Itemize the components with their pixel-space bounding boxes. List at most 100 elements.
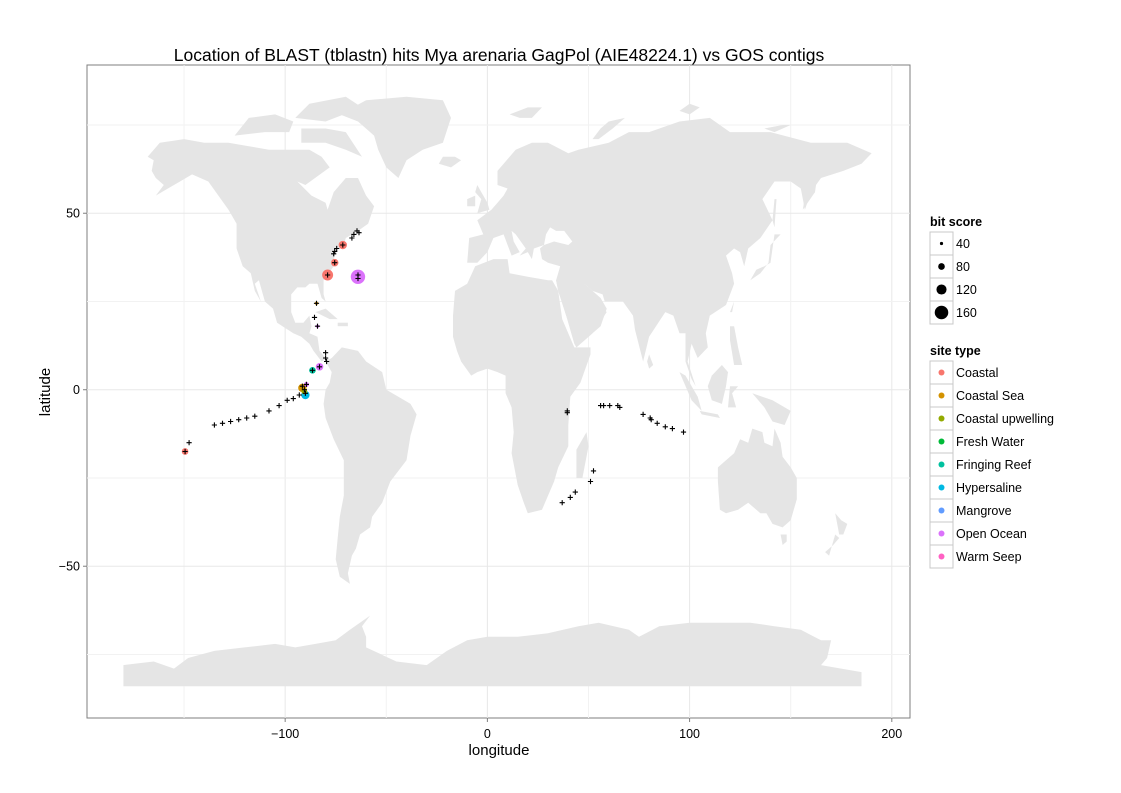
land-uk: [475, 185, 490, 214]
land-arctic-isl-1: [234, 114, 294, 136]
y-tick-label: 0: [73, 383, 80, 397]
color-legend-dot: [938, 530, 945, 537]
contig-plus-marker: [349, 235, 355, 241]
contig-plus-marker: [311, 314, 318, 320]
land-greenland: [339, 96, 451, 178]
land-ireland: [467, 195, 476, 207]
contig-plus-marker: [211, 422, 217, 428]
contig-plus-marker: [309, 367, 316, 373]
land-kamchatka-fill: [802, 178, 817, 210]
contig-plus-marker: [323, 350, 329, 356]
land-madagascar: [576, 432, 589, 478]
world-map-land: [123, 96, 872, 687]
color-legend-dot: [938, 553, 945, 560]
axes: −100 0 100 200 −50 0 50: [59, 207, 902, 741]
color-legend-label: Coastal: [956, 366, 998, 380]
contig-plus-marker: [301, 387, 307, 393]
color-legend-title: site type: [930, 344, 981, 358]
size-legend-label: 120: [956, 283, 977, 297]
contig-plus-marker: [324, 358, 330, 365]
land-south-america: [323, 347, 417, 584]
land-nsi-islands: [764, 125, 791, 133]
contig-plus-marker: [648, 417, 654, 423]
contig-plus-marker: [323, 355, 329, 361]
color-legend-dot: [938, 369, 945, 376]
y-tick-label: −50: [59, 560, 80, 574]
contig-plus-marker: [572, 489, 578, 495]
y-axis-label: latitude: [37, 368, 54, 416]
land-iceland: [438, 156, 462, 168]
contig-plus-marker: [332, 260, 338, 266]
contig-plus-marker: [640, 411, 646, 417]
contig-plus-marker: [356, 230, 362, 236]
land-japan: [750, 234, 781, 281]
contig-plus-marker: [590, 468, 597, 474]
color-legend-dot: [938, 484, 945, 491]
size-legend-label: 40: [956, 237, 970, 251]
size-legend-dot: [939, 241, 944, 246]
land-sulawesi: [728, 386, 739, 408]
size-legend: bit score 40 80 120 160: [929, 215, 982, 325]
contig-plus-marker: [669, 426, 675, 432]
contig-plus-marker: [290, 396, 296, 402]
x-tick-label: 100: [679, 727, 700, 741]
land-australia: [717, 428, 797, 528]
contig-plus-marker: [303, 381, 309, 387]
contig-plus-marker: [355, 272, 361, 278]
land-antarctica: [123, 615, 862, 687]
contig-plus-marker: [601, 403, 607, 409]
contig-plus-marker: [334, 245, 340, 252]
x-tick-label: 200: [881, 727, 902, 741]
contig-plus-marker: [316, 364, 323, 370]
contig-plus-marker: [607, 403, 613, 409]
color-legend-label: Open Ocean: [956, 527, 1027, 541]
x-tick-label: 0: [484, 727, 491, 741]
contig-plus-marker: [662, 424, 668, 430]
contig-plus-marker: [296, 392, 302, 398]
land-borneo: [707, 365, 728, 404]
contig-plus-marker: [299, 383, 305, 389]
contig-plus-marker: [314, 323, 321, 329]
contig-plus-marker: [587, 478, 594, 485]
land-sri-lanka: [647, 354, 654, 369]
contig-plus-marker: [331, 251, 337, 257]
contig-plus-marker: [182, 448, 188, 455]
land-sakhalin: [772, 199, 777, 228]
chart-title: Location of BLAST (tblastn) hits Mya are…: [174, 45, 825, 65]
color-legend-label: Fresh Water: [956, 435, 1024, 449]
color-legend-label: Coastal Sea: [956, 389, 1024, 403]
color-legend-label: Mangrove: [956, 504, 1012, 518]
contig-plus-marker: [351, 231, 357, 237]
land-arabia-horn-fill: [556, 273, 607, 348]
contig-plus-marker: [564, 410, 570, 416]
color-legend-label: Warm Seep: [956, 550, 1022, 564]
contig-plus-marker: [325, 272, 331, 278]
land-africa: [453, 259, 591, 514]
land-java: [699, 410, 720, 418]
land-new-zealand-s: [825, 534, 840, 556]
contig-plus-marker: [332, 248, 338, 254]
size-legend-dot: [934, 305, 949, 320]
land-cuba: [315, 308, 338, 320]
color-legend-label: Fringing Reef: [956, 458, 1032, 472]
size-legend-dot: [936, 284, 947, 295]
land-taiwan: [730, 301, 735, 313]
contig-plus-marker: [186, 440, 192, 446]
color-legend: site type Coastal Coastal Sea Coastal upwe…: [929, 344, 1054, 569]
size-legend-label: 160: [956, 306, 977, 320]
size-legend-dot: [938, 263, 945, 270]
contig-plus-marker: [266, 408, 272, 414]
contig-plus-marker: [244, 415, 250, 421]
land-north-america: [147, 139, 375, 362]
color-legend-dot: [938, 438, 945, 445]
color-legend-dot: [938, 461, 945, 468]
contig-plus-marker: [654, 420, 660, 426]
land-hispaniola: [337, 322, 348, 327]
land-severnaya: [679, 103, 700, 115]
x-axis-label: longitude: [469, 742, 530, 759]
contig-markers: [182, 228, 687, 506]
y-tick-label: 50: [66, 207, 80, 221]
land-arctic-isl-2: [301, 128, 362, 157]
land-new-guinea: [752, 393, 791, 425]
